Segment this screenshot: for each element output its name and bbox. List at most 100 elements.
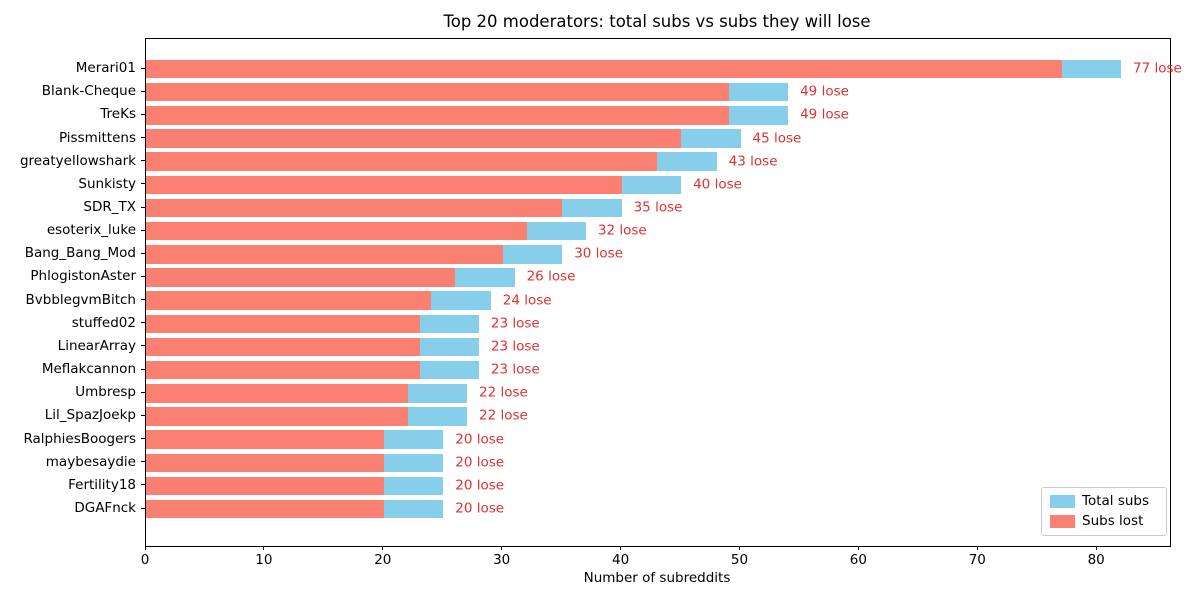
bar-annotation: 23 lose — [490, 315, 540, 332]
x-tick-mark — [501, 546, 503, 550]
x-tick-label: 10 — [255, 552, 273, 568]
y-tick-mark — [141, 484, 145, 486]
chart-title: Top 20 moderators: total subs vs subs th… — [443, 12, 871, 31]
y-tick-label: Merari01 — [75, 60, 136, 76]
bar-annotation: 30 lose — [574, 245, 624, 262]
bar-annotation: 43 lose — [728, 152, 778, 169]
y-tick-label: Lil_SpazJoekp — [44, 407, 136, 424]
bar-annotation: 32 lose — [597, 222, 647, 239]
bar-lost — [146, 198, 563, 218]
bar-lost — [146, 291, 432, 310]
bar-lost — [146, 245, 503, 264]
bar-lost — [146, 268, 456, 287]
bar-annotation: 26 lose — [526, 268, 576, 285]
bar-annotation: 23 lose — [490, 338, 540, 355]
x-tick-mark — [857, 546, 859, 550]
bar-lost — [146, 106, 729, 125]
y-tick-label: BvbblegvmBitch — [25, 291, 136, 308]
bar-lost — [146, 384, 408, 403]
y-tick-mark — [141, 137, 145, 138]
y-tick-mark — [141, 461, 145, 463]
bar-annotation: 20 lose — [455, 500, 505, 517]
y-tick-mark — [141, 275, 145, 277]
y-tick-label: RalphiesBoogers — [23, 430, 136, 447]
bar-annotation: 20 lose — [455, 453, 505, 470]
legend-label-subs-lost: Subs lost — [1082, 513, 1144, 529]
bar-annotation: 20 lose — [455, 430, 505, 447]
y-tick-mark — [141, 438, 145, 440]
bar-annotation: 40 lose — [693, 176, 742, 193]
y-tick-label: Umbresp — [75, 384, 136, 401]
x-tick-mark — [263, 546, 265, 550]
y-tick-label: Blank-Cheque — [41, 83, 136, 100]
y-tick-mark — [141, 322, 145, 324]
bar-lost — [146, 476, 384, 496]
bar-annotation: 35 lose — [633, 199, 683, 216]
y-tick-mark — [141, 507, 145, 509]
bar-lost — [146, 59, 1062, 79]
y-tick-mark — [141, 368, 145, 370]
bar-annotation: 45 lose — [752, 129, 802, 146]
bar-annotation: 22 lose — [479, 384, 528, 401]
x-tick-mark — [144, 546, 146, 550]
bar-lost — [146, 430, 384, 449]
bar-lost — [146, 221, 527, 241]
bar-annotation: 24 lose — [502, 291, 552, 308]
y-tick-mark — [141, 67, 145, 69]
legend-label-total-subs: Total subs — [1082, 493, 1150, 509]
bar-annotation: 77 lose — [1133, 60, 1182, 77]
x-tick-label: 70 — [968, 552, 986, 568]
bar-lost — [146, 407, 408, 426]
y-tick-label: Meflakcannon — [41, 361, 136, 378]
y-tick-label: LinearArray — [57, 337, 136, 354]
y-tick-label: TreKs — [100, 106, 136, 123]
y-tick-label: DGAFnck — [74, 500, 136, 516]
x-tick-label: 20 — [374, 552, 392, 568]
legend-entry-subs-lost: Subs lost — [1050, 514, 1158, 529]
x-tick-label: 30 — [493, 552, 511, 568]
y-tick-label: stuffed02 — [71, 314, 136, 331]
x-tick-label: 0 — [140, 552, 150, 568]
y-tick-mark — [141, 90, 145, 92]
y-tick-label: greatyellowshark — [19, 152, 136, 169]
y-tick-mark — [141, 206, 145, 208]
y-tick-label: Fertility18 — [68, 476, 136, 493]
x-tick-label: 80 — [1087, 552, 1105, 568]
x-tick-mark — [1095, 546, 1097, 550]
y-tick-mark — [141, 414, 145, 416]
x-tick-mark — [382, 546, 384, 550]
y-tick-mark — [141, 391, 145, 393]
bar-lost — [146, 152, 658, 171]
legend-swatch-subs-lost — [1050, 515, 1075, 528]
legend-entry-total-subs: Total subs — [1050, 494, 1158, 509]
bar-lost — [146, 337, 420, 357]
x-tick-mark — [739, 546, 740, 550]
y-tick-label: PhlogistonAster — [30, 268, 136, 285]
bar-lost — [146, 453, 384, 472]
bar-lost — [146, 129, 682, 148]
bar-lost — [146, 499, 384, 519]
y-tick-mark — [141, 345, 145, 347]
x-tick-label: 60 — [849, 552, 867, 568]
bar-lost — [146, 175, 622, 195]
bar-annotation: 49 lose — [800, 106, 849, 123]
bar-annotation: 20 lose — [455, 477, 505, 494]
bar-annotation: 22 lose — [479, 407, 528, 424]
y-tick-mark — [141, 252, 145, 254]
bar-lost — [146, 82, 729, 102]
y-tick-label: Sunkisty — [78, 175, 136, 192]
x-tick-mark — [976, 546, 978, 550]
y-tick-mark — [141, 113, 145, 115]
x-tick-mark — [620, 546, 622, 550]
y-tick-label: esoterix_luke — [46, 222, 136, 239]
legend: Total subs Subs lost — [1041, 487, 1167, 536]
bar-lost — [146, 314, 420, 333]
y-tick-label: SDR_TX — [83, 199, 136, 215]
plot-area: 77 lose 49 lose 49 lose 45 lose 43 lose 40 lo… — [145, 38, 1182, 547]
legend-swatch-total-subs — [1050, 495, 1075, 508]
y-tick-mark — [141, 229, 145, 231]
x-tick-label: 40 — [612, 552, 630, 568]
bar-annotation: 49 lose — [800, 83, 849, 100]
x-axis-label: Number of subreddits — [583, 570, 731, 586]
